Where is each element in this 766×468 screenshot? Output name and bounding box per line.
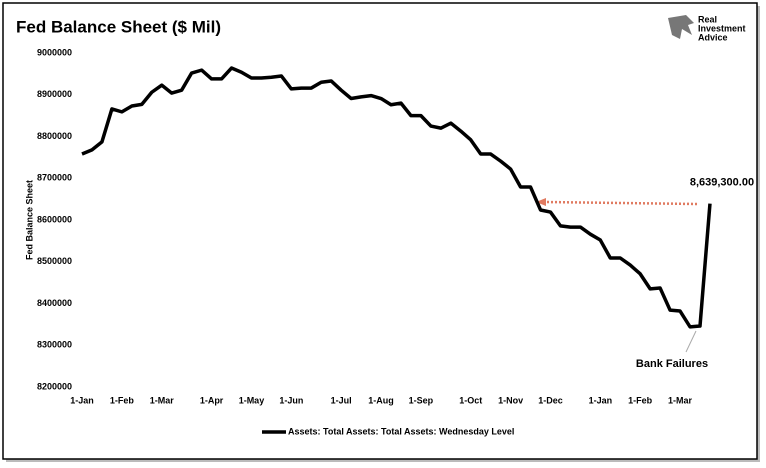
y-tick-label: 8700000 <box>37 173 72 183</box>
logo-icon <box>668 15 694 39</box>
legend-label: Assets: Total Assets: Total Assets: Wedn… <box>288 426 514 436</box>
x-tick-label: 1-Jun <box>279 395 303 405</box>
frame <box>2 2 758 460</box>
y-tick-label: 8500000 <box>37 256 72 266</box>
arrow-head <box>536 198 546 206</box>
x-tick-label: 1-Feb <box>628 395 653 405</box>
y-tick-label: 8200000 <box>37 381 72 391</box>
y-tick-label: 8400000 <box>37 298 72 308</box>
x-tick-label: 1-Oct <box>459 395 482 405</box>
y-axis-label: Fed Balance Sheet <box>24 180 34 260</box>
y-tick-label: 8800000 <box>37 131 72 141</box>
x-tick-label: 1-Aug <box>368 395 394 405</box>
x-tick-label: 1-Jan <box>589 395 613 405</box>
x-tick-label: 1-Mar <box>150 395 175 405</box>
x-tick-label: 1-Apr <box>200 395 224 405</box>
x-tick-label: 1-Dec <box>538 395 563 405</box>
logo-text: Investment <box>698 23 746 33</box>
x-tick-label: 1-Sep <box>409 395 434 405</box>
x-tick-label: 1-Nov <box>498 395 523 405</box>
annotation: Bank Failures <box>636 358 708 370</box>
data-label: 8,639,300.00 <box>690 176 754 188</box>
logo-text: Real <box>698 14 717 24</box>
annotation-arrow <box>544 200 698 206</box>
y-tick-label: 8900000 <box>37 89 72 99</box>
logo-text: Advice <box>698 32 728 42</box>
x-tick-label: 1-Jul <box>331 395 352 405</box>
chart-title: Fed Balance Sheet ($ Mil) <box>16 17 221 36</box>
y-tick-label: 8300000 <box>37 340 72 350</box>
x-tick-label: 1-Feb <box>110 395 135 405</box>
y-tick-label: 8600000 <box>37 214 72 224</box>
x-tick-label: 1-May <box>239 395 265 405</box>
y-tick-label: 9000000 <box>37 47 72 57</box>
x-tick-label: 1-Mar <box>668 395 693 405</box>
x-tick-label: 1-Jan <box>70 395 94 405</box>
annotation-leader <box>685 330 697 353</box>
line <box>81 66 712 329</box>
